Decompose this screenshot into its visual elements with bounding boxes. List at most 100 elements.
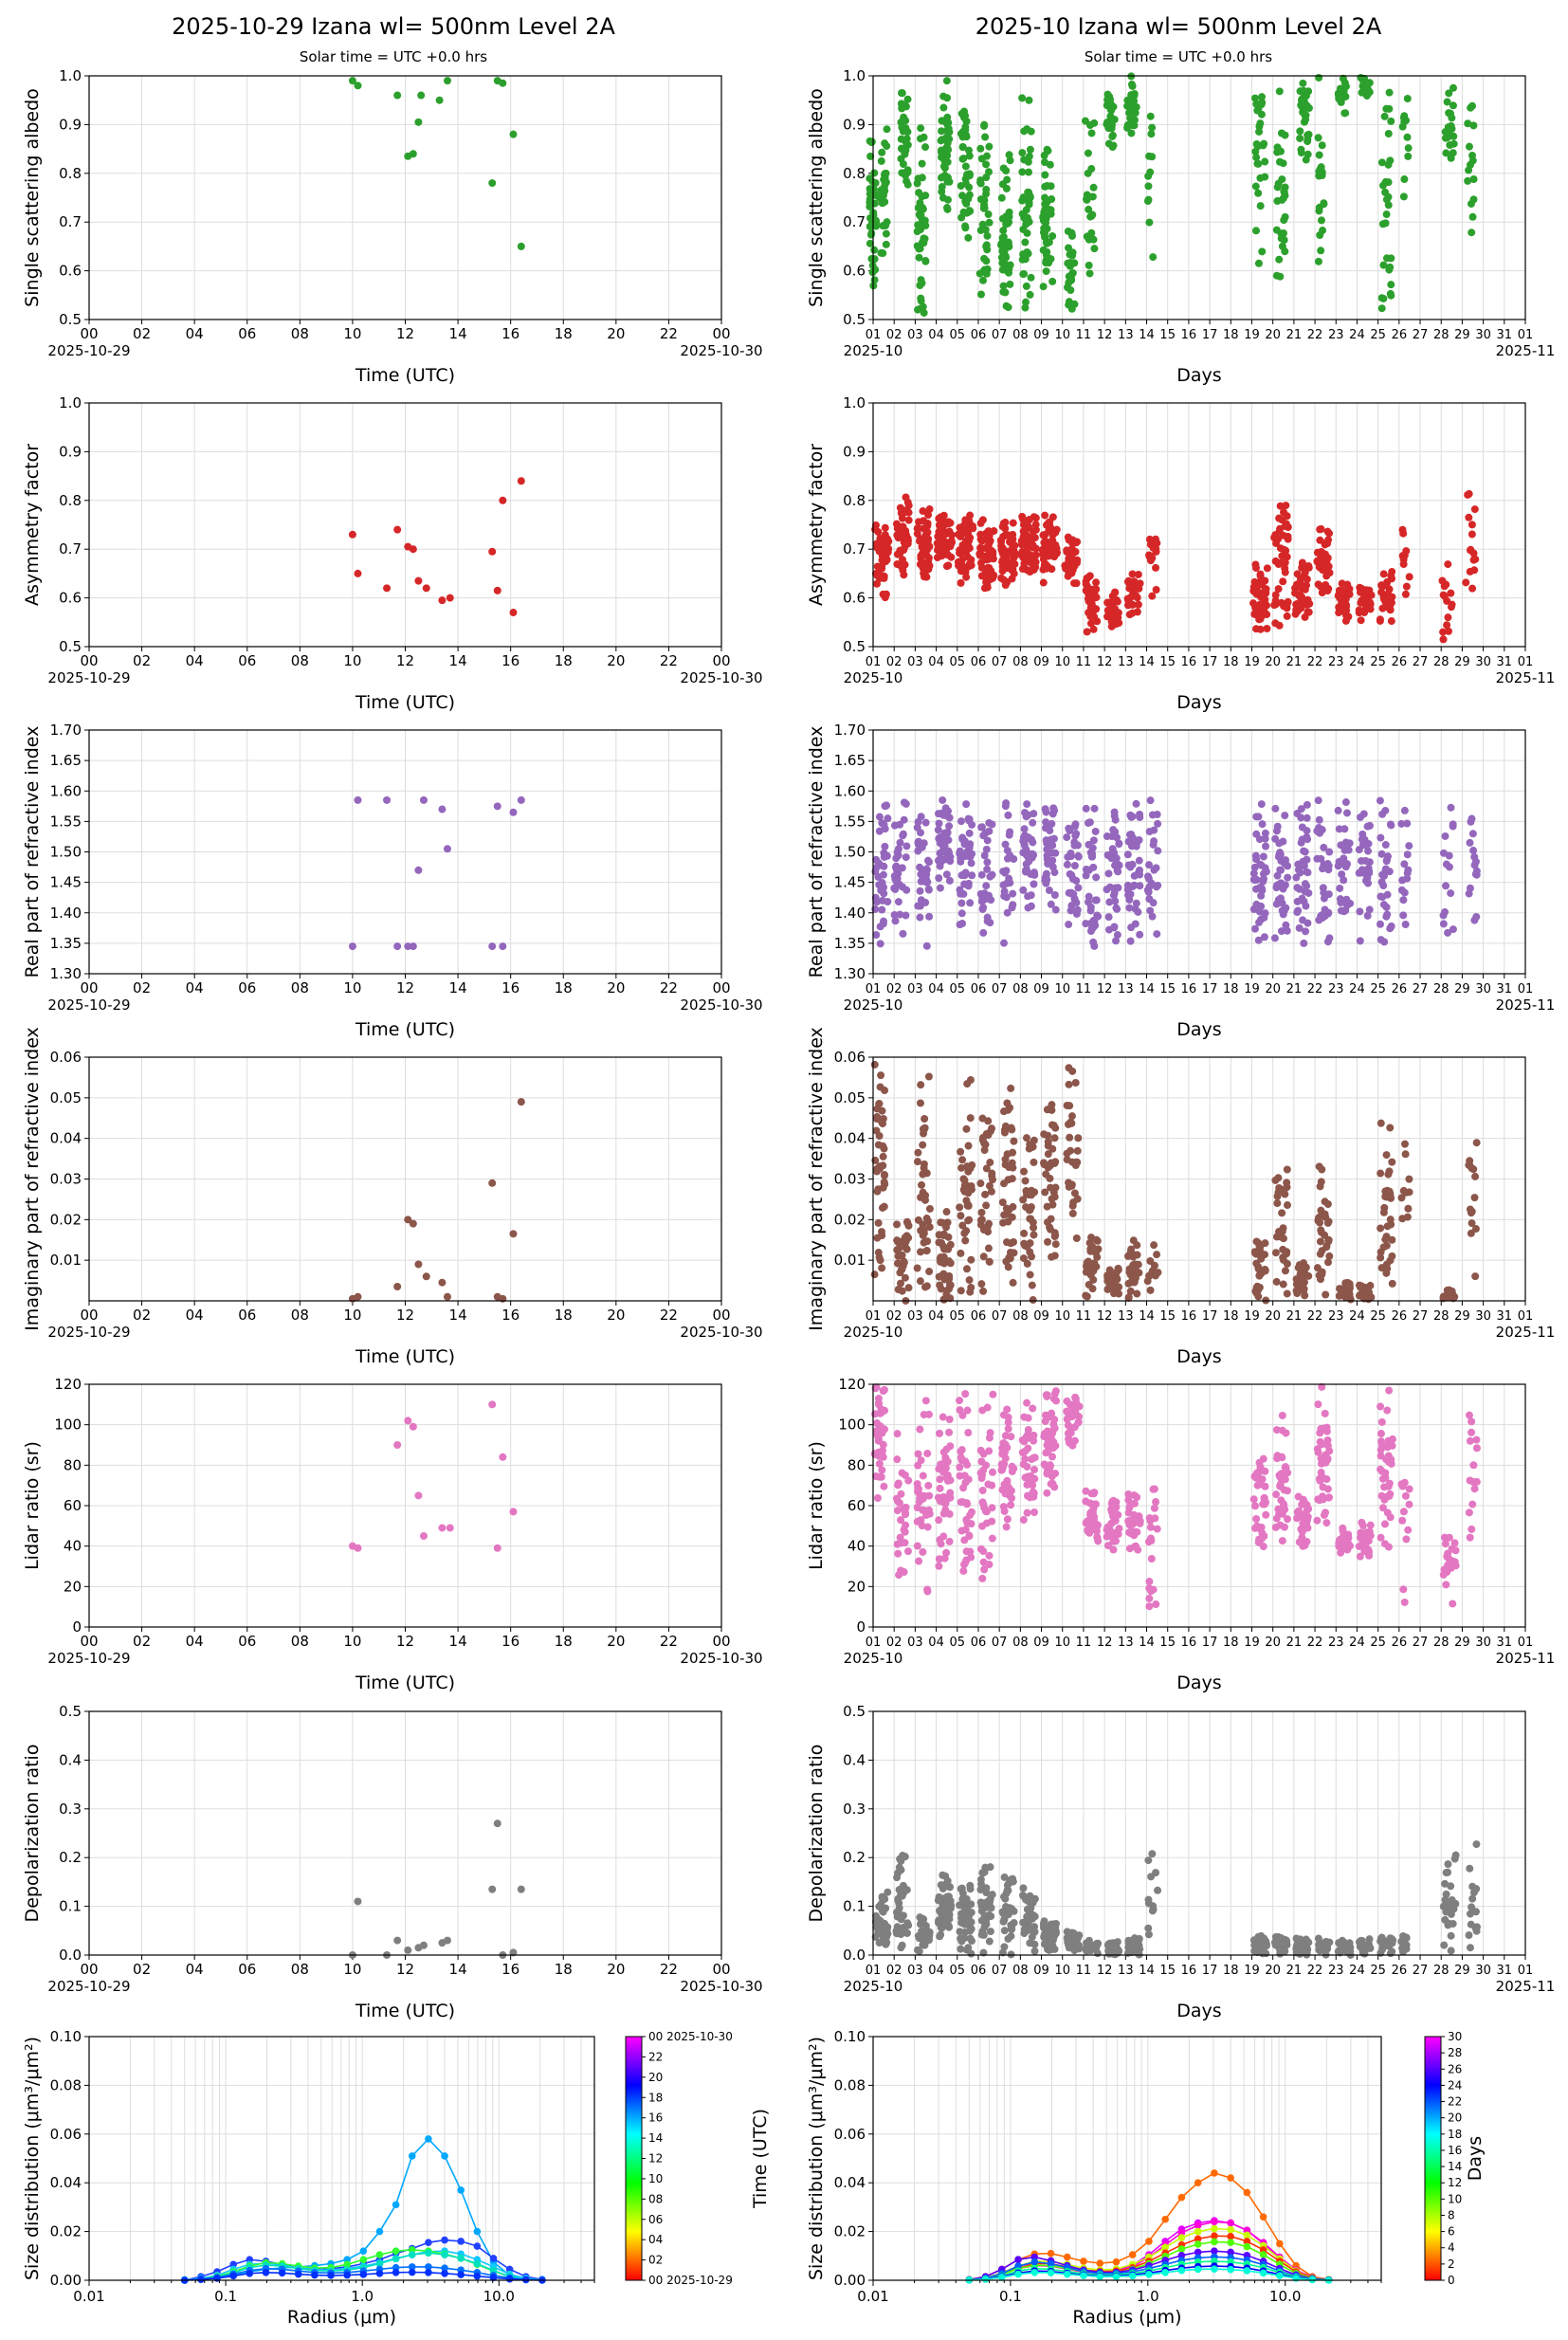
lidar_month-point <box>1147 1554 1156 1563</box>
asym_day-xtick-label: 08 <box>291 652 309 669</box>
asym_month-point <box>1145 535 1154 543</box>
real_month-point <box>916 913 924 922</box>
imag_month-xtick-label: 19 <box>1244 1309 1260 1324</box>
ssa_month-point <box>958 143 967 152</box>
real_month-point <box>876 923 884 931</box>
imag_day-xtick-label: 16 <box>501 1307 520 1324</box>
real_month-point <box>1403 850 1412 859</box>
real_day-xtick-label: 12 <box>396 979 414 996</box>
asym_month-point <box>898 514 906 522</box>
real_month-point <box>1136 814 1144 822</box>
asym_month-point <box>904 508 913 517</box>
real_month-point <box>945 822 954 831</box>
real_day-point <box>419 795 428 804</box>
asym_month-xtick-label: 06 <box>971 655 987 669</box>
lidar_month-point <box>874 1448 883 1456</box>
real_month-point <box>872 855 881 864</box>
asym_month-point <box>1086 619 1095 628</box>
lidar_month-point <box>1003 1515 1012 1524</box>
asym_month-frame <box>872 402 1526 648</box>
asym_month-point <box>935 544 943 553</box>
imag_month-point <box>1388 1158 1396 1166</box>
imag_day-ytick-label: 0.04 <box>50 1130 82 1147</box>
lidar_month-point <box>1402 1535 1411 1544</box>
lidar_month-point <box>1342 1534 1351 1543</box>
asym_month-point <box>962 573 971 581</box>
lidar_month-point <box>1451 1546 1460 1555</box>
lidar_month-point <box>1303 1501 1311 1509</box>
lidar_month-point <box>915 1557 923 1565</box>
ssa_month-point <box>1357 73 1365 82</box>
real_month-point <box>945 876 954 885</box>
asym_month-xtick-label: 02 <box>886 655 903 669</box>
imag_month-point <box>1048 1195 1056 1203</box>
lidar_month-point <box>1253 1481 1262 1490</box>
real_month-point <box>916 887 924 895</box>
real_month-point <box>1082 871 1090 880</box>
ssa_month-point <box>1067 304 1076 313</box>
imag_month-point <box>1026 1271 1034 1279</box>
lidar_month-point <box>1051 1441 1060 1450</box>
ssa_month-point <box>1090 119 1099 127</box>
asym_month-date-start: 2025-10 <box>844 669 903 686</box>
ssa_month-point <box>1143 197 1152 206</box>
asym_month-xtick-label: 14 <box>1139 655 1155 669</box>
ssa_month-point <box>1320 200 1328 209</box>
ssa_month-point <box>1384 178 1393 187</box>
real_month-point <box>1447 889 1455 898</box>
asym_month-point <box>1041 547 1049 556</box>
ssa_month-point <box>871 216 880 225</box>
asym_month-point <box>883 556 891 564</box>
ssa_month-frame <box>872 75 1526 320</box>
asym_month-point <box>965 537 974 545</box>
lidar_month-point <box>878 1429 886 1437</box>
real_month-point <box>1323 860 1332 868</box>
ssa_month-point <box>1464 119 1472 128</box>
asym_month-ytick-label: 0.7 <box>843 540 866 558</box>
lidar_month-point <box>1320 1424 1328 1433</box>
imag_month-point <box>916 1277 924 1286</box>
real_month-point <box>1314 796 1322 805</box>
lidar_month-point <box>1293 1514 1302 1523</box>
ssa_month-point <box>1005 268 1013 277</box>
imag_month-point <box>988 1169 996 1178</box>
asym_month-point <box>1401 590 1410 598</box>
real_day-xtick-label: 16 <box>501 979 520 996</box>
imag_month-point <box>962 1197 971 1205</box>
ssa_month-point <box>1107 102 1116 111</box>
asym_month-point <box>1251 564 1260 573</box>
ssa_month-point <box>1298 95 1306 103</box>
asym_month-point <box>894 550 903 558</box>
real_month-point <box>1315 815 1323 824</box>
imag_month-point <box>1366 1281 1375 1289</box>
ssa_month-point <box>901 150 909 158</box>
lidar_month-point <box>1135 1512 1143 1521</box>
real_month-point <box>966 899 975 907</box>
imag_month-xtick-label: 24 <box>1349 1309 1365 1324</box>
asym_month-xtick-label: 18 <box>1223 655 1239 669</box>
real_month-xtick-label: 28 <box>1433 982 1449 996</box>
lidar_month-point <box>979 1500 988 1508</box>
lidar_month-point <box>1109 1496 1118 1505</box>
asym_month-point <box>1465 489 1473 498</box>
ssa_month-point <box>1447 154 1455 162</box>
imag_month-point <box>1401 1140 1410 1148</box>
real_month-point <box>1277 927 1285 936</box>
lidar_month-point <box>1152 1600 1160 1609</box>
real_month-point <box>1271 834 1280 843</box>
real_month-point <box>1302 927 1310 936</box>
lidar_month-point <box>1082 1519 1090 1527</box>
real_month-point <box>884 814 892 823</box>
imag_month-point <box>1397 1194 1406 1202</box>
ssa_month-point <box>962 133 971 141</box>
imag_month-point <box>878 1116 886 1124</box>
asym_month-point <box>1378 604 1387 612</box>
real_month-xtick-label: 01 <box>866 982 882 996</box>
lidar_month-point <box>985 1447 994 1455</box>
real_month-point <box>1401 921 1410 929</box>
lidar_month-point <box>1365 1547 1374 1556</box>
lidar_month-point <box>1024 1426 1032 1435</box>
ssa_month-point <box>1468 156 1477 165</box>
imag_month-point <box>1051 1240 1060 1249</box>
asym_day-point <box>517 477 525 485</box>
